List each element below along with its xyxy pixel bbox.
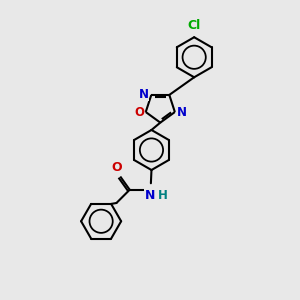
Text: H: H [158,189,168,202]
Text: N: N [145,189,155,202]
Text: O: O [134,106,144,118]
Text: O: O [111,160,122,174]
Text: N: N [139,88,149,100]
Text: Cl: Cl [188,19,201,32]
Text: N: N [177,106,187,118]
